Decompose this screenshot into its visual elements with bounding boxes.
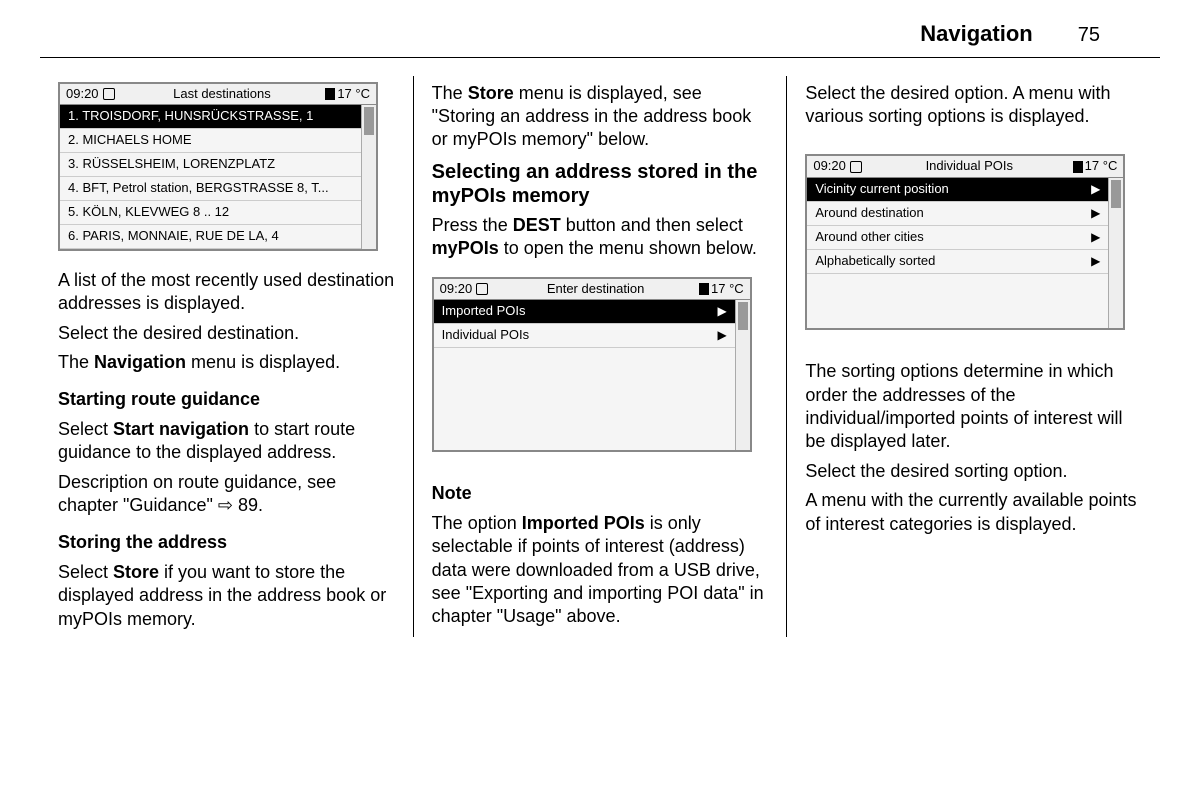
header-page-number: 75	[1078, 24, 1100, 46]
device-item-label: 4. BFT, Petrol station, BERGSTRASSE 8, T…	[68, 180, 329, 197]
device-item-label: 6. PARIS, MONNAIE, RUE DE LA, 4	[68, 228, 279, 245]
text: A menu with the currently available poin…	[805, 489, 1142, 536]
device-item[interactable]: 3. RÜSSELSHEIM, LORENZPLATZ	[60, 153, 361, 177]
clock-icon	[476, 283, 488, 295]
device-item[interactable]: 1. TROISDORF, HUNSRÜCKSTRASSE, 1	[60, 105, 361, 129]
subhead-storing-address: Storing the address	[58, 531, 395, 554]
device-title: Last destinations	[119, 86, 326, 103]
chevron-right-icon: ▶	[717, 328, 726, 344]
text: The sorting options determine in which o…	[805, 360, 1142, 454]
device-header: 09:20 Enter destination 17 °C	[434, 279, 750, 301]
text: The option Imported POIs is only selecta…	[432, 512, 769, 629]
device-enter-destination: 09:20 Enter destination 17 °C Imported P…	[432, 277, 752, 453]
device-item-label: Individual POIs	[442, 327, 529, 344]
device-item-label: 3. RÜSSELSHEIM, LORENZPLATZ	[68, 156, 275, 173]
device-header: 09:20 Individual POIs 17 °C	[807, 156, 1123, 178]
chevron-right-icon: ▶	[1091, 206, 1100, 222]
device-item[interactable]: Imported POIs ▶	[434, 300, 735, 324]
device-item-label: Around destination	[815, 205, 923, 222]
device-time: 09:20	[440, 281, 473, 298]
device-temp: 17 °C	[711, 281, 744, 298]
device-title: Enter destination	[492, 281, 699, 298]
text: Select the desired sorting option.	[805, 460, 1142, 483]
device-list: 1. TROISDORF, HUNSRÜCKSTRASSE, 1 2. MICHA…	[60, 105, 362, 248]
device-item[interactable]: Around destination ▶	[807, 202, 1108, 226]
text: Select the desired destination.	[58, 322, 395, 345]
device-item-label: Alphabetically sorted	[815, 253, 935, 270]
device-item-label: 1. TROISDORF, HUNSRÜCKSTRASSE, 1	[68, 108, 313, 125]
page-header: Navigation 75	[40, 0, 1160, 58]
text: The Navigation menu is displayed.	[58, 351, 395, 374]
text: Press the DEST button and then select my…	[432, 214, 769, 261]
device-item-label: 2. MICHAELS HOME	[68, 132, 192, 149]
column-1: 09:20 Last destinations 17 °C 1. TROISDO…	[40, 76, 413, 637]
device-item-label: Vicinity current position	[815, 181, 948, 198]
device-item[interactable]: 4. BFT, Petrol station, BERGSTRASSE 8, T…	[60, 177, 361, 201]
text: Description on route guidance, see chapt…	[58, 471, 395, 518]
chevron-right-icon: ▶	[1091, 230, 1100, 246]
device-temp: 17 °C	[337, 86, 370, 103]
device-scrollbar[interactable]	[362, 105, 376, 248]
device-temp: 17 °C	[1085, 158, 1118, 175]
device-scrollbar[interactable]	[736, 300, 750, 450]
device-time: 09:20	[66, 86, 99, 103]
section-head-mypois: Selecting an address stored in the myPOI…	[432, 160, 769, 208]
device-last-destinations: 09:20 Last destinations 17 °C 1. TROISDO…	[58, 82, 378, 251]
device-list: Imported POIs ▶ Individual POIs ▶	[434, 300, 736, 450]
chevron-right-icon: ▶	[1091, 182, 1100, 198]
temp-icon	[325, 88, 335, 100]
chevron-right-icon: ▶	[717, 304, 726, 320]
device-item[interactable]: 6. PARIS, MONNAIE, RUE DE LA, 4	[60, 225, 361, 249]
device-item[interactable]: Individual POIs ▶	[434, 324, 735, 348]
content-columns: 09:20 Last destinations 17 °C 1. TROISDO…	[0, 76, 1200, 637]
device-scrollbar[interactable]	[1109, 178, 1123, 328]
device-item-label: Around other cities	[815, 229, 923, 246]
text: A list of the most recently used destina…	[58, 269, 395, 316]
device-item-label: 5. KÖLN, KLEVWEG 8 .. 12	[68, 204, 229, 221]
device-item[interactable]: 2. MICHAELS HOME	[60, 129, 361, 153]
temp-icon	[699, 283, 709, 295]
device-individual-pois: 09:20 Individual POIs 17 °C Vicinity cur…	[805, 154, 1125, 330]
device-item[interactable]: Around other cities ▶	[807, 226, 1108, 250]
device-header: 09:20 Last destinations 17 °C	[60, 84, 376, 106]
device-list: Vicinity current position▶Around destina…	[807, 178, 1109, 328]
clock-icon	[850, 161, 862, 173]
note-head: Note	[432, 482, 769, 505]
text: Select Start navigation to start route g…	[58, 418, 395, 465]
header-title: Navigation	[920, 21, 1032, 46]
column-3: Select the desired option. A menu with v…	[786, 76, 1160, 637]
chevron-right-icon: ▶	[1091, 254, 1100, 270]
device-title: Individual POIs	[866, 158, 1073, 175]
subhead-starting-route: Starting route guidance	[58, 388, 395, 411]
device-item[interactable]: Alphabetically sorted ▶	[807, 250, 1108, 274]
text: Select the desired option. A menu with v…	[805, 82, 1142, 129]
device-item[interactable]: Vicinity current position ▶	[807, 178, 1108, 202]
column-2: The Store menu is displayed, see "Storin…	[413, 76, 787, 637]
text: The Store menu is displayed, see "Storin…	[432, 82, 769, 152]
device-time: 09:20	[813, 158, 846, 175]
text: Select Store if you want to store the di…	[58, 561, 395, 631]
device-item-label: Imported POIs	[442, 303, 526, 320]
temp-icon	[1073, 161, 1083, 173]
device-item[interactable]: 5. KÖLN, KLEVWEG 8 .. 12	[60, 201, 361, 225]
clock-icon	[103, 88, 115, 100]
